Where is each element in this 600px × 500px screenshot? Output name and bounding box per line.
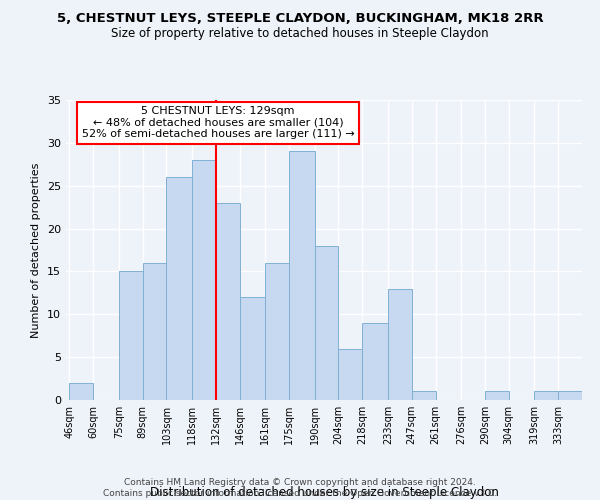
X-axis label: Distribution of detached houses by size in Steeple Claydon: Distribution of detached houses by size … bbox=[149, 486, 499, 499]
Bar bbox=[338, 348, 362, 400]
Bar bbox=[314, 246, 338, 400]
Bar bbox=[192, 160, 216, 400]
Bar bbox=[485, 392, 509, 400]
Bar bbox=[143, 263, 166, 400]
Bar bbox=[362, 323, 388, 400]
Bar bbox=[412, 392, 436, 400]
Y-axis label: Number of detached properties: Number of detached properties bbox=[31, 162, 41, 338]
Text: Contains HM Land Registry data © Crown copyright and database right 2024.
Contai: Contains HM Land Registry data © Crown c… bbox=[103, 478, 497, 498]
Bar bbox=[265, 263, 289, 400]
Bar bbox=[216, 203, 240, 400]
Bar bbox=[289, 152, 314, 400]
Bar bbox=[70, 383, 93, 400]
Bar bbox=[388, 288, 412, 400]
Bar bbox=[558, 392, 582, 400]
Bar bbox=[535, 392, 558, 400]
Text: 5 CHESTNUT LEYS: 129sqm
← 48% of detached houses are smaller (104)
52% of semi-d: 5 CHESTNUT LEYS: 129sqm ← 48% of detache… bbox=[82, 106, 355, 139]
Bar bbox=[166, 177, 192, 400]
Text: 5, CHESTNUT LEYS, STEEPLE CLAYDON, BUCKINGHAM, MK18 2RR: 5, CHESTNUT LEYS, STEEPLE CLAYDON, BUCKI… bbox=[56, 12, 544, 26]
Text: Size of property relative to detached houses in Steeple Claydon: Size of property relative to detached ho… bbox=[111, 28, 489, 40]
Bar bbox=[119, 272, 143, 400]
Bar bbox=[240, 297, 265, 400]
